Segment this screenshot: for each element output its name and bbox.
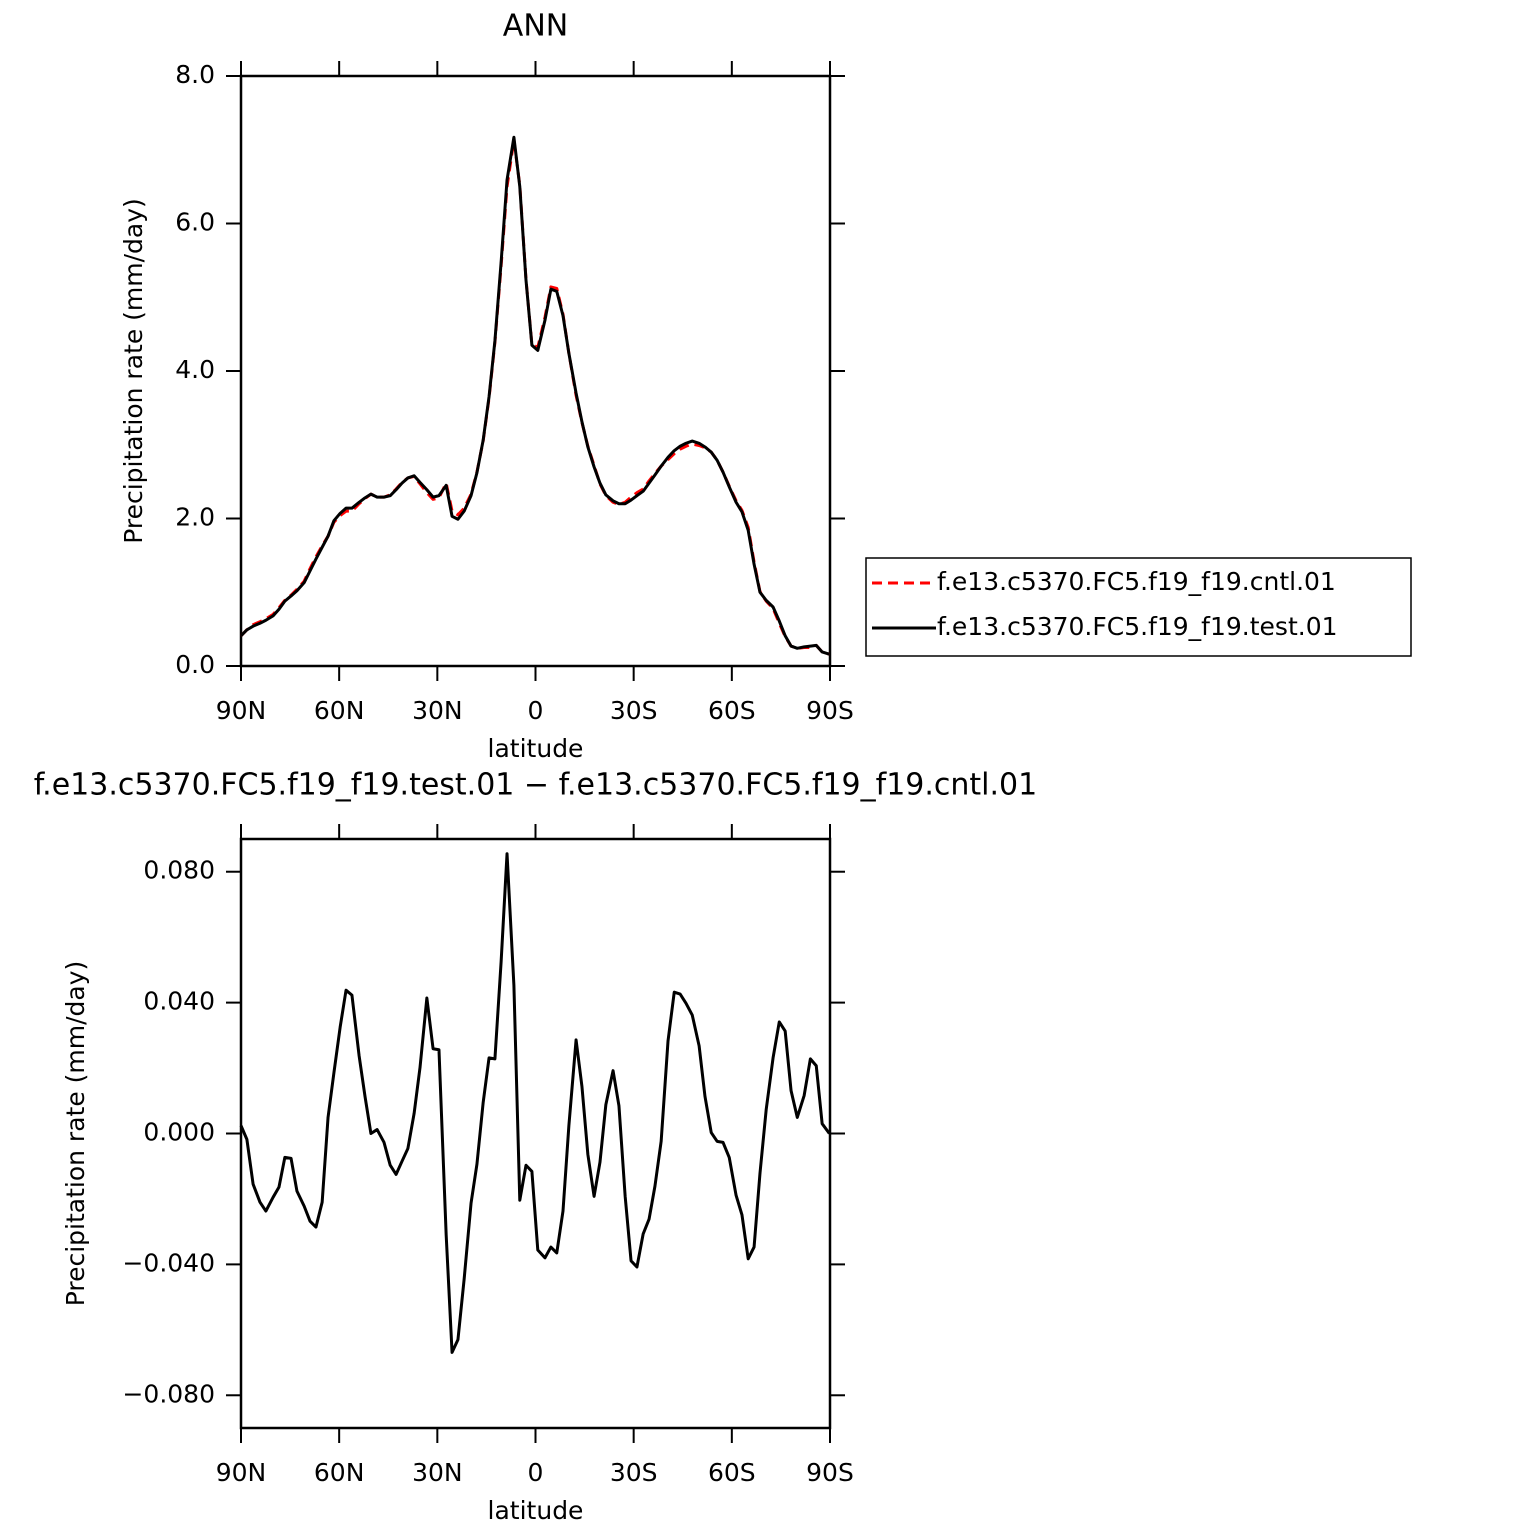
y-tick-label: −0.040 [122, 1248, 215, 1277]
y-tick-label: 0.040 [143, 987, 215, 1016]
data-line [239, 852, 831, 1354]
y-tick-label: 0.0 [175, 650, 215, 679]
y-axis-label: Precipitation rate (mm/day) [119, 198, 148, 544]
x-tick-label: 60N [314, 1458, 365, 1487]
legend-label: f.e13.c5370.FC5.f19_f19.cntl.01 [937, 567, 1336, 596]
plot-frame [239, 837, 832, 1430]
y-axis-label: Precipitation rate (mm/day) [61, 961, 90, 1307]
x-tick-label: 0 [528, 696, 544, 725]
y-tick-label: 2.0 [175, 503, 215, 532]
x-tick-label: 30N [412, 696, 463, 725]
y-tick-label: 0.080 [143, 856, 215, 885]
chart-title: f.e13.c5370.FC5.f19_f19.test.01 − f.e13.… [34, 768, 1037, 803]
chart-title: ANN [503, 9, 568, 44]
x-tick-label: 90N [216, 696, 267, 725]
plot-frame [239, 74, 832, 668]
x-axis-label: latitude [488, 734, 584, 763]
x-tick-label: 60N [314, 696, 365, 725]
legend-box [865, 557, 1412, 657]
x-tick-label: 0 [528, 1458, 544, 1487]
y-tick-label: 0.000 [143, 1118, 215, 1147]
legend-label: f.e13.c5370.FC5.f19_f19.test.01 [937, 612, 1338, 641]
x-tick-label: 30S [610, 1458, 658, 1487]
x-axis-label: latitude [488, 1496, 584, 1525]
x-tick-label: 30N [412, 1458, 463, 1487]
x-tick-label: 90S [806, 696, 854, 725]
data-line [239, 138, 830, 656]
y-tick-label: 4.0 [175, 355, 215, 384]
data-line [239, 135, 830, 656]
x-tick-label: 30S [610, 696, 658, 725]
x-tick-label: 90S [806, 1458, 854, 1487]
y-tick-label: 8.0 [175, 60, 215, 89]
x-tick-label: 90N [216, 1458, 267, 1487]
x-tick-label: 60S [708, 696, 756, 725]
y-tick-label: 6.0 [175, 208, 215, 237]
y-tick-label: −0.080 [122, 1379, 215, 1408]
x-tick-label: 60S [708, 1458, 756, 1487]
